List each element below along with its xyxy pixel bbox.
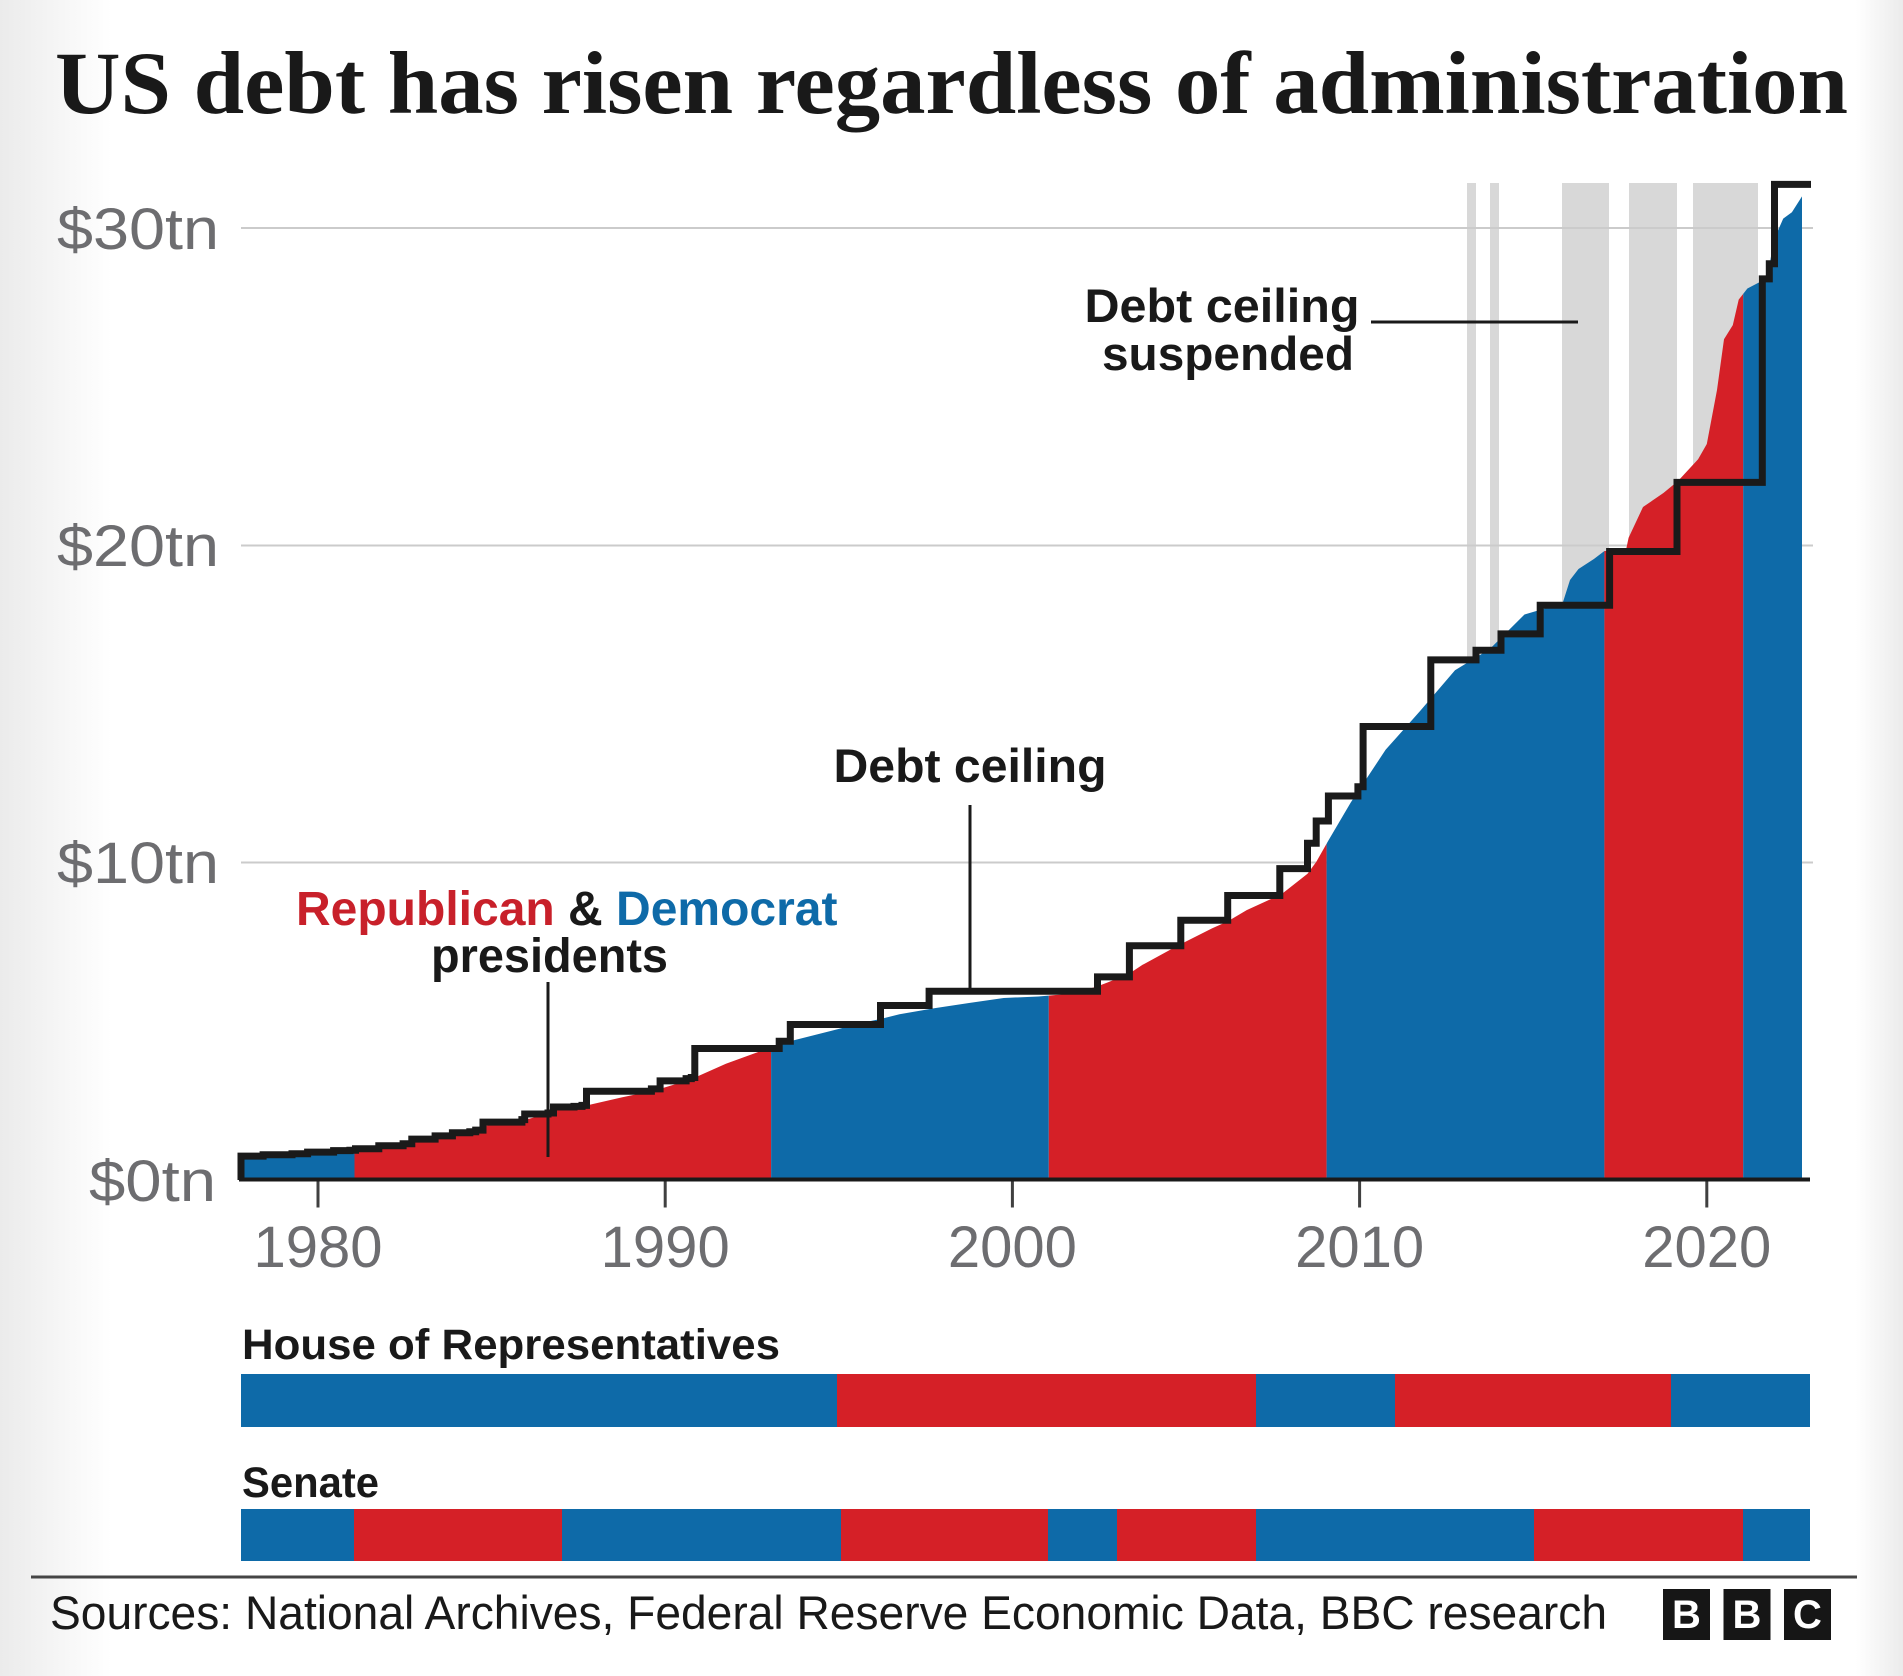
svg-text:B: B <box>1733 1593 1762 1637</box>
svg-text:Senate: Senate <box>242 1459 379 1507</box>
svg-text:2010: 2010 <box>1295 1215 1424 1280</box>
svg-text:Republican & Democrat: Republican & Democrat <box>296 883 837 936</box>
svg-text:1980: 1980 <box>253 1215 382 1280</box>
svg-text:$10tn: $10tn <box>57 831 219 896</box>
svg-text:$0tn: $0tn <box>89 1149 216 1214</box>
svg-text:presidents: presidents <box>431 930 668 983</box>
svg-text:$30tn: $30tn <box>57 197 219 262</box>
svg-text:Sources: National Archives, Fe: Sources: National Archives, Federal Rese… <box>50 1586 1607 1639</box>
svg-text:House of Representatives: House of Representatives <box>242 1321 780 1369</box>
svg-text:US debt has risen regardless o: US debt has risen regardless of administ… <box>55 35 1848 133</box>
svg-text:B: B <box>1672 1593 1701 1637</box>
svg-text:2020: 2020 <box>1642 1215 1771 1280</box>
svg-text:suspended: suspended <box>1102 327 1354 380</box>
svg-text:2000: 2000 <box>948 1215 1077 1280</box>
svg-text:C: C <box>1793 1593 1822 1637</box>
svg-text:Debt ceiling: Debt ceiling <box>1085 279 1360 332</box>
svg-text:Debt ceiling: Debt ceiling <box>834 739 1107 792</box>
svg-text:1990: 1990 <box>601 1215 730 1280</box>
svg-text:$20tn: $20tn <box>57 514 219 579</box>
